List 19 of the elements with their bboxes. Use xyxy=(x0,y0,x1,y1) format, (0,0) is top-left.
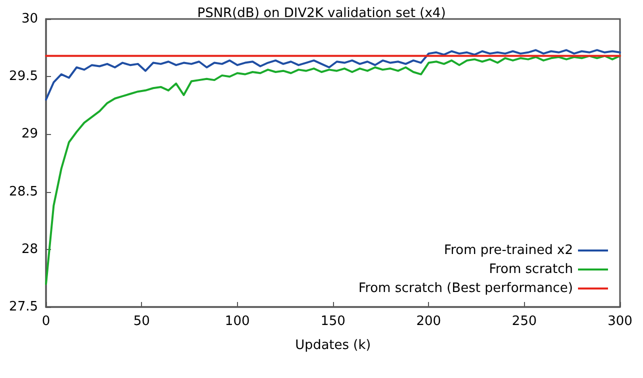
legend-label: From pre-trained x2 xyxy=(444,243,573,258)
y-tick-label: 28.5 xyxy=(9,184,38,200)
y-tick-label: 29.5 xyxy=(9,69,38,84)
x-tick-label: 300 xyxy=(608,314,632,329)
x-tick-label: 0 xyxy=(42,314,50,329)
x-tick-label: 250 xyxy=(512,314,537,329)
y-tick-label: 30 xyxy=(21,12,38,26)
x-tick-label: 100 xyxy=(224,314,250,329)
x-tick-label: 150 xyxy=(320,314,346,329)
legend-label: From scratch xyxy=(488,262,573,277)
x-tick-label: 50 xyxy=(133,314,150,329)
y-tick-label: 28 xyxy=(21,242,38,257)
legend-label: From scratch (Best performance) xyxy=(358,281,573,296)
chart-title: PSNR(dB) on DIV2K validation set (x4) xyxy=(197,6,446,21)
y-tick-label: 29 xyxy=(21,126,38,142)
x-axis-title: Updates (k) xyxy=(295,338,371,353)
line-series xyxy=(45,49,621,101)
y-tick-label: 27.5 xyxy=(9,300,38,314)
x-tick-label: 200 xyxy=(416,314,442,329)
